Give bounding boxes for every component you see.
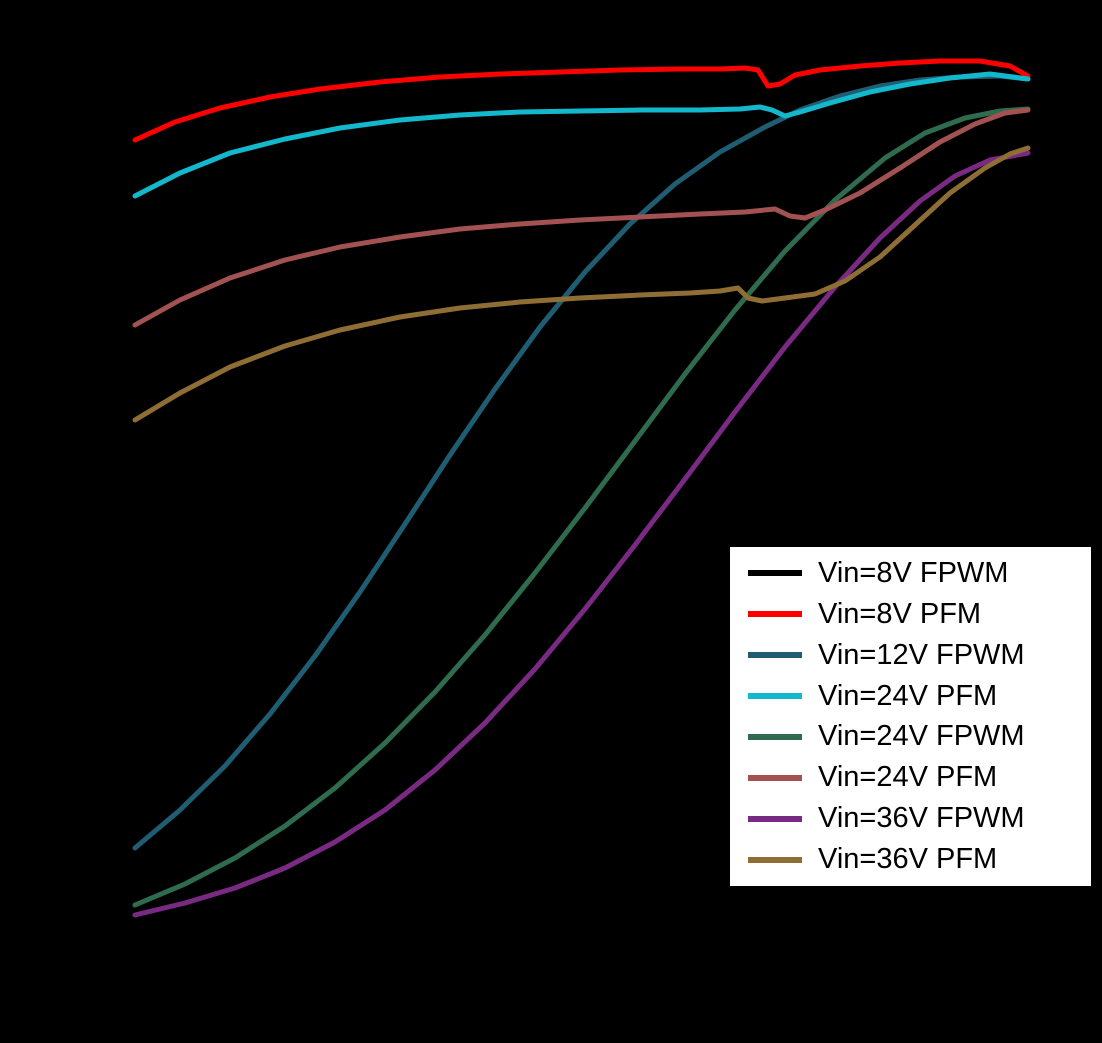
legend-label: Vin=8V FPWM <box>818 556 1009 589</box>
legend-line-swatch <box>748 774 802 781</box>
series-line-vin-36v-fpwm <box>132 150 1031 918</box>
legend-label: Vin=24V FPWM <box>818 720 1025 753</box>
legend-line-swatch <box>748 733 802 740</box>
series-line-vin-12v-fpwm <box>132 73 1031 851</box>
legend-item: Vin=24V PFM <box>740 758 1081 798</box>
series-line-vin-8v-fpwm <box>132 99 1028 763</box>
legend-line-swatch <box>748 693 802 700</box>
series-line-vin-24v-fpwm <box>132 106 1031 908</box>
legend-item: Vin=36V FPWM <box>740 799 1081 839</box>
series-line-vin-8v-pfm <box>132 58 1031 143</box>
legend-label: Vin=12V FPWM <box>818 638 1025 671</box>
legend-item: Vin=12V FPWM <box>740 635 1081 675</box>
legend-line-swatch <box>748 652 802 659</box>
legend: Vin=8V FPWM Vin=8V PFM Vin=12V FPWM Vin=… <box>728 545 1093 888</box>
legend-line-swatch <box>748 570 802 577</box>
legend-line-swatch <box>748 815 802 822</box>
legend-label: Vin=36V FPWM <box>818 802 1025 835</box>
legend-line-swatch <box>748 611 802 618</box>
legend-label: Vin=8V PFM <box>818 597 982 630</box>
legend-item: Vin=8V PFM <box>740 594 1081 634</box>
legend-item: Vin=36V PFM <box>740 840 1081 880</box>
series-line-vin-24v-pfm <box>132 71 1031 199</box>
legend-label: Vin=36V PFM <box>818 843 998 876</box>
series-line-vin-24v-pfm <box>132 107 1031 328</box>
legend-item: Vin=24V PFM <box>740 676 1081 716</box>
legend-item: Vin=8V FPWM <box>740 553 1081 593</box>
legend-item: Vin=24V FPWM <box>740 717 1081 757</box>
legend-label: Vin=24V PFM <box>818 679 998 712</box>
legend-line-swatch <box>748 856 802 863</box>
legend-label: Vin=24V PFM <box>818 761 998 794</box>
series-line-vin-36v-pfm <box>132 145 1031 423</box>
